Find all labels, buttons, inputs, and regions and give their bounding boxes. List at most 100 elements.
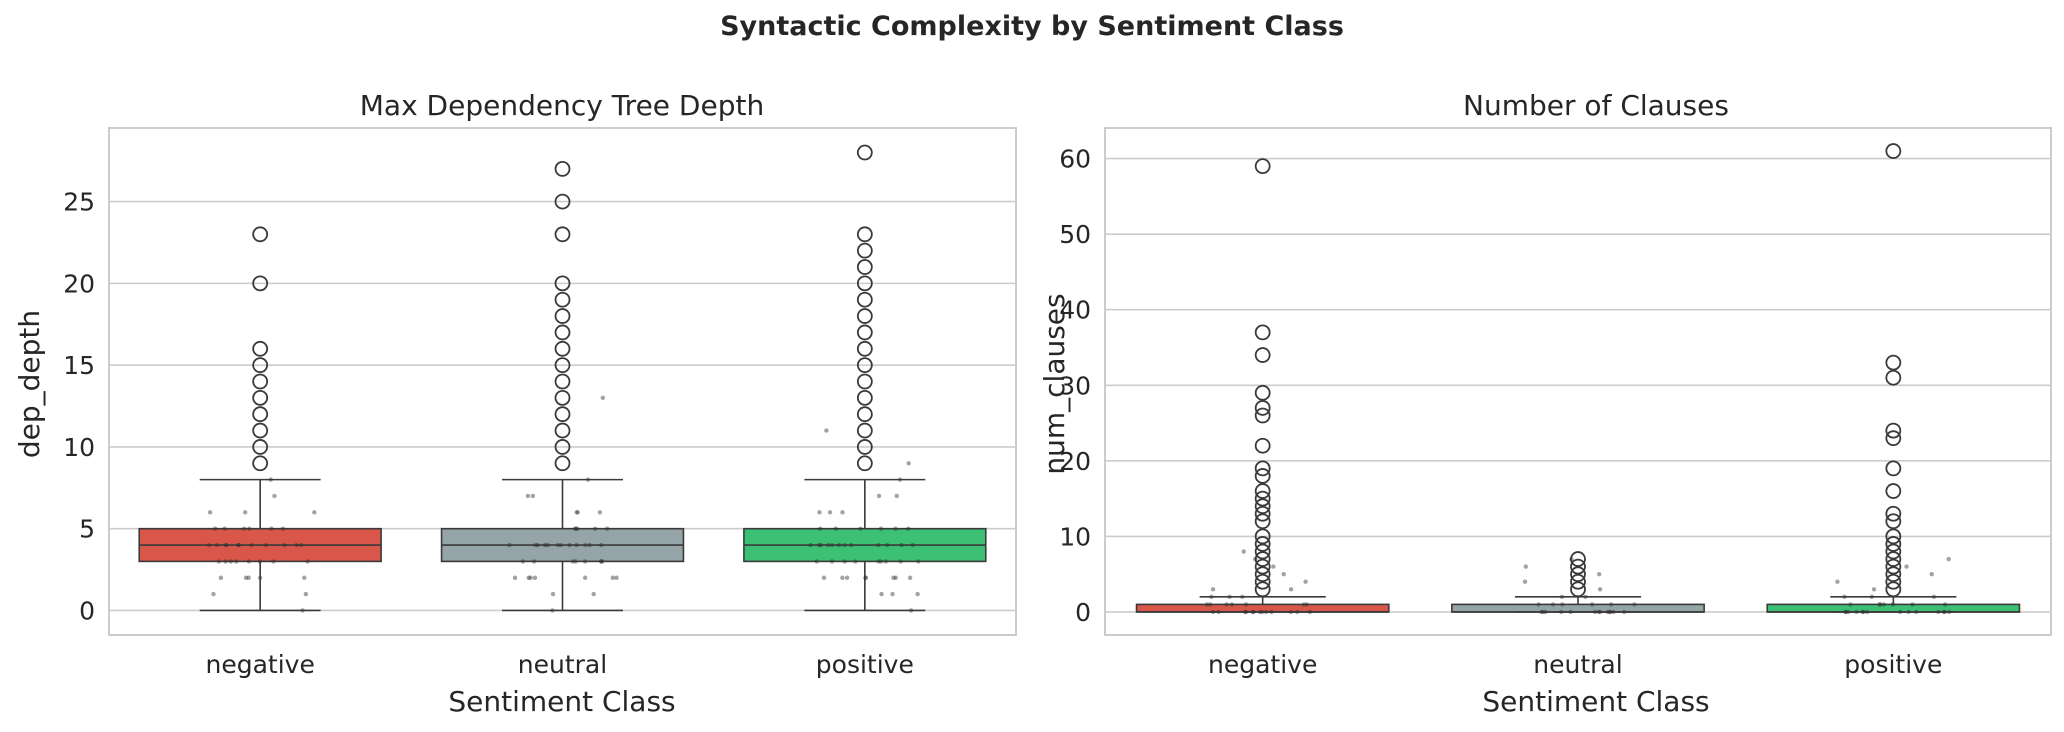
dep-depth-strip-point-negative-20 — [206, 542, 212, 548]
dep-depth-outlier-neutral-10 — [554, 439, 571, 455]
num-clauses-outlier-negative-37 — [1254, 324, 1271, 341]
dep-depth-ytick-20: 20 — [63, 269, 95, 298]
dep-depth-strip-point-neutral-17 — [599, 559, 604, 564]
dep-depth-strip-point-positive-40 — [817, 510, 822, 515]
dep-depth-strip-point-negative-33 — [207, 510, 213, 515]
num-clauses-strip-point-neutral-7 — [1608, 609, 1613, 615]
num-clauses-outlier-positive-12 — [1885, 513, 1902, 530]
dep-depth-ytick-5: 5 — [79, 515, 95, 544]
num-clauses-outlier-positive-23 — [1885, 430, 1902, 447]
num-clauses-strip-point-negative-25 — [1303, 579, 1308, 584]
num-clauses-strip-point-neutral-15 — [1632, 602, 1637, 607]
num-clauses-strip-point-negative-15 — [1208, 602, 1213, 607]
num-clauses-outlier-negative-34 — [1254, 347, 1271, 363]
dep-depth-strip-point-neutral-1 — [591, 591, 596, 597]
num-clauses-outlier-negative-16 — [1254, 483, 1271, 499]
dep-depth-strip-point-negative-23 — [294, 542, 299, 548]
num-clauses-strip-point-negative-29 — [1241, 549, 1246, 554]
dep-depth-panel: Max Dependency Tree Depth 0 5 10 15 20 25 nega… — [13, 89, 1017, 718]
num-clauses-outlier-negative-10 — [1254, 528, 1271, 545]
dep-depth-strip-point-negative-2 — [211, 591, 216, 597]
num-clauses-title: Number of Clauses — [1463, 89, 1729, 122]
num-clauses-strip-point-positive-1 — [1843, 609, 1848, 615]
dep-depth-strip-point-neutral-9 — [614, 575, 619, 580]
dep-depth-strip-point-positive-36 — [878, 526, 884, 531]
dep-depth-outlier-negative-14 — [252, 373, 269, 390]
num-clauses-strip-point-neutral-20 — [1559, 594, 1565, 600]
dep-depth-strip-point-negative-8 — [271, 559, 276, 564]
num-clauses-strip-point-positive-9 — [1941, 609, 1947, 615]
num-clauses-strip-point-positive-0 — [1942, 609, 1947, 615]
num-clauses-outlier-negative-4 — [1254, 573, 1271, 590]
num-clauses-gridlines — [1105, 157, 2051, 613]
num-clauses-strip-point-neutral-13 — [1608, 602, 1614, 607]
dep-depth-strip-point-positive-18 — [898, 559, 903, 564]
num-clauses-xtick-positive: positive — [1844, 650, 1942, 679]
dep-depth-outlier-neutral-27 — [554, 160, 571, 177]
num-clauses-outlier-positive-61 — [1885, 143, 1902, 159]
num-clauses-strip-point-positive-16 — [1878, 602, 1883, 607]
num-clauses-outlier-negative-7 — [1254, 551, 1271, 567]
dep-depth-strip-point-neutral-16 — [599, 559, 605, 564]
dep-depth-strip-point-neutral-11 — [520, 559, 526, 564]
num-clauses-strip-point-positive-2 — [1846, 609, 1851, 615]
num-clauses-outlier-negative-13 — [1254, 505, 1271, 522]
dep-depth-strip-point-positive-29 — [910, 542, 915, 548]
num-clauses-outlier-positive-13 — [1885, 505, 1902, 522]
num-clauses-strip-point-neutral-21 — [1597, 587, 1603, 592]
dep-depth-strip-point-neutral-31 — [574, 526, 580, 531]
num-clauses-outlier-negative-27 — [1254, 400, 1271, 416]
num-clauses-axes-frame — [1104, 127, 2052, 636]
dep-depth-strip-point-neutral-25 — [587, 542, 592, 548]
dep-depth-strip-point-positive-43 — [876, 493, 882, 499]
num-clauses-outlier-positive-8 — [1885, 543, 1902, 560]
num-clauses-ytick-20: 20 — [1059, 447, 1091, 476]
num-clauses-strip-point-negative-18 — [1304, 602, 1310, 607]
dep-depth-strip-point-neutral-23 — [555, 542, 561, 548]
dep-depth-strip-point-neutral-10 — [582, 559, 588, 564]
num-clauses-strip-point-positive-7 — [1947, 609, 1952, 615]
num-clauses-strip-point-negative-7 — [1269, 609, 1274, 615]
dep-depth-strip-point-positive-25 — [842, 542, 847, 548]
dep-depth-outlier-neutral-15 — [554, 357, 571, 374]
num-clauses-strip-point-negative-20 — [1209, 594, 1214, 600]
num-clauses-outlier-neutral-4 — [1570, 573, 1586, 590]
dep-depth-strip-point-negative-26 — [263, 542, 269, 548]
dep-depth-strip-point-positive-31 — [818, 542, 824, 548]
dep-depth-outlier-neutral-20 — [554, 275, 571, 292]
num-clauses-strip-neutral — [1522, 556, 1637, 615]
dep-depth-outlier-positive-14 — [856, 373, 873, 390]
dep-depth-strip-point-negative-22 — [224, 542, 229, 548]
dep-depth-strip-point-neutral-2 — [550, 591, 556, 597]
dep-depth-strip-point-positive-38 — [858, 526, 863, 531]
dep-depth-strip-point-negative-6 — [243, 575, 249, 580]
dep-depth-axes-frame — [108, 127, 1017, 636]
num-clauses-strip-point-neutral-17 — [1560, 602, 1565, 607]
num-clauses-strip-point-positive-21 — [1842, 594, 1847, 600]
dep-depth-strip-point-neutral-32 — [592, 526, 598, 531]
dep-depth-strip-point-neutral-20 — [542, 542, 548, 548]
dep-depth-strip-point-negative-35 — [242, 510, 248, 515]
dep-depth-strip-point-neutral-34 — [572, 526, 578, 531]
num-clauses-outlier-positive-16 — [1885, 483, 1902, 499]
dep-depth-box-negative — [138, 226, 382, 612]
dep-depth-strip-point-neutral-35 — [574, 510, 579, 515]
dep-depth-strip-point-positive-27 — [848, 542, 854, 548]
dep-depth-strip-point-positive-13 — [814, 559, 819, 564]
num-clauses-outlier-positive-4 — [1885, 573, 1902, 590]
dep-depth-outlier-negative-10 — [252, 439, 269, 455]
dep-depth-strip-point-negative-14 — [257, 559, 263, 564]
dep-depth-strip-point-positive-9 — [891, 575, 896, 580]
num-clauses-panel: Number of Clauses 0 10 20 30 40 50 60 negative n… — [1038, 89, 2052, 718]
dep-depth-strip-point-negative-1 — [303, 591, 309, 597]
dep-depth-strip-point-positive-15 — [829, 559, 835, 564]
num-clauses-outlier-neutral-6 — [1570, 558, 1586, 575]
figure-suptitle: Syntactic Complexity by Sentiment Class — [720, 11, 1344, 42]
num-clauses-iqr-box-neutral — [1451, 603, 1705, 613]
dep-depth-outlier-negative-9 — [252, 455, 269, 472]
dep-depth-strip-point-positive-35 — [906, 526, 911, 531]
num-clauses-xtick-neutral: neutral — [1533, 650, 1622, 679]
num-clauses-strip-point-negative-0 — [1307, 609, 1313, 615]
dep-depth-strip-point-positive-46 — [824, 428, 829, 433]
dep-depth-strip-point-negative-4 — [302, 575, 307, 580]
